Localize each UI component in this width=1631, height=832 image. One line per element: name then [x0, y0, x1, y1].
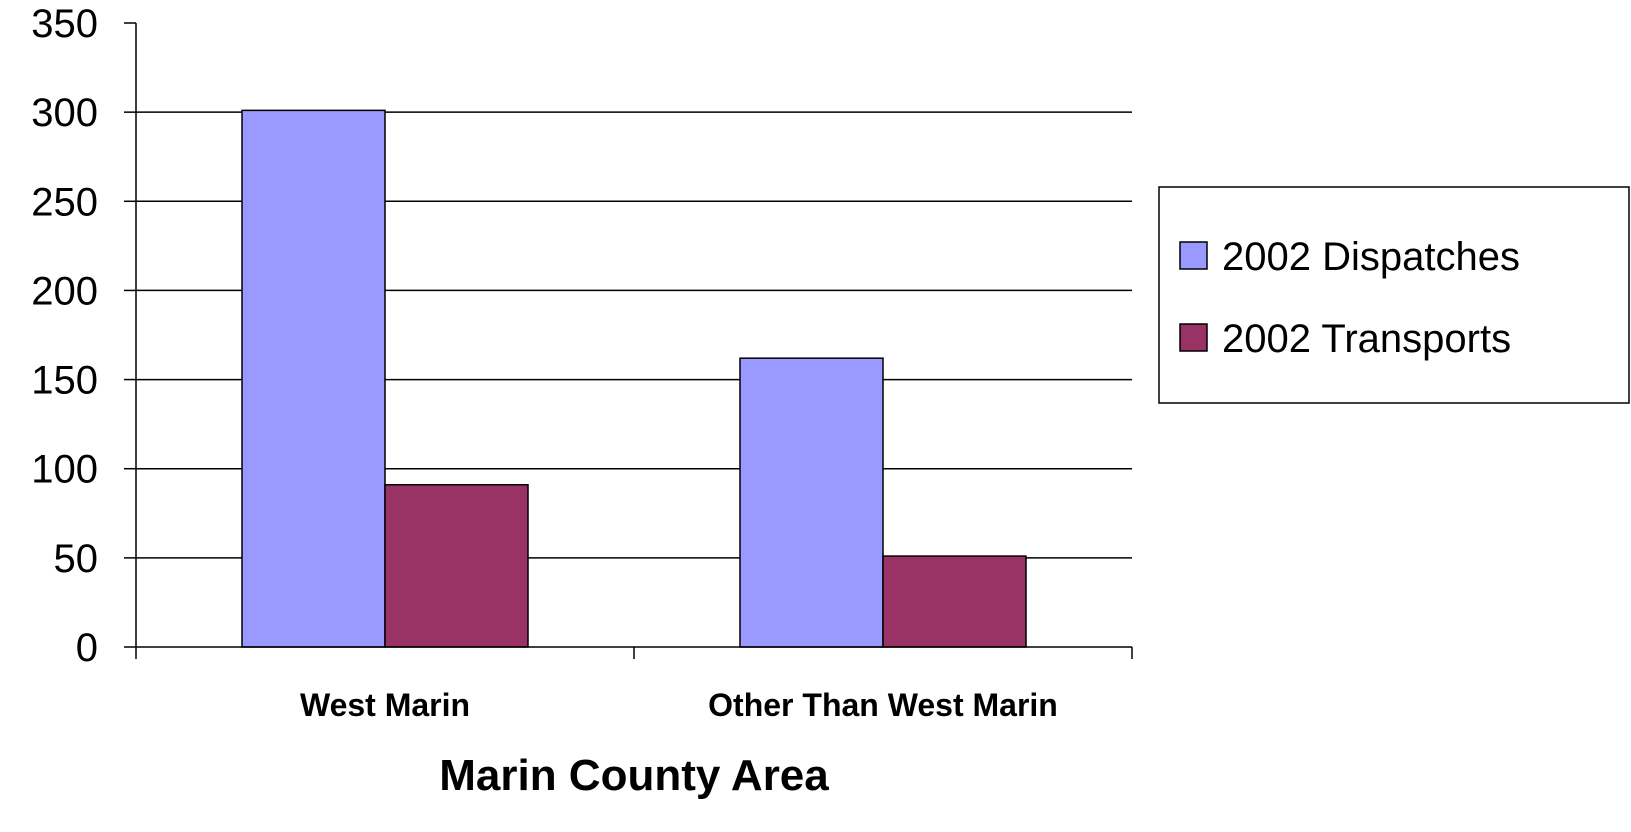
legend: 2002 Dispatches 2002 Transports	[1158, 186, 1630, 404]
y-tick-label: 200	[31, 269, 98, 313]
legend-swatch	[1179, 323, 1208, 352]
legend-box	[1158, 186, 1630, 404]
axes	[124, 22, 1133, 659]
y-tick-label: 350	[31, 2, 98, 46]
x-axis-title: Marin County Area	[439, 751, 829, 800]
y-tick-label: 150	[31, 359, 98, 403]
bars	[241, 109, 1027, 648]
y-tick-label: 250	[31, 180, 98, 224]
x-category-labels: West Marin Other Than West Marin	[300, 687, 1058, 723]
legend-label: 2002 Transports	[1222, 317, 1511, 361]
bar	[241, 109, 386, 648]
x-tick-label: West Marin	[300, 687, 470, 723]
y-tick-label: 300	[31, 91, 98, 135]
y-tick-label: 0	[76, 626, 98, 670]
bar	[739, 357, 884, 648]
x-tick-label: Other Than West Marin	[708, 687, 1058, 723]
y-tick-label: 50	[54, 537, 99, 581]
bar	[384, 484, 529, 648]
y-tick-label: 100	[31, 448, 98, 492]
legend-label: 2002 Dispatches	[1222, 235, 1520, 279]
legend-swatch	[1179, 241, 1208, 270]
y-tick-labels: 0 50 100 150 200 250 300 350	[31, 2, 98, 670]
bar	[882, 555, 1027, 648]
